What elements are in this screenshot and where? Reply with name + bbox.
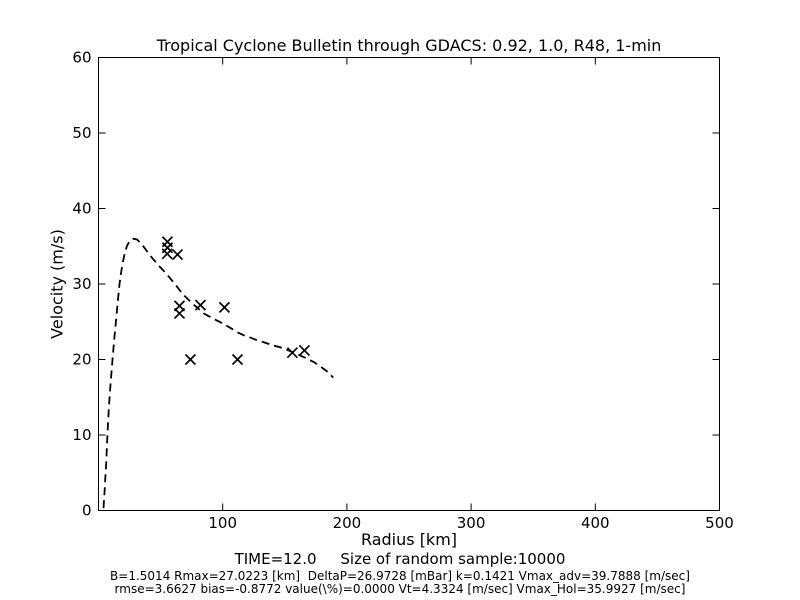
x-marker	[194, 299, 207, 311]
y-tick-label: 30	[72, 275, 91, 293]
y-tick-label: 20	[72, 351, 91, 369]
y-tick-label: 10	[72, 426, 91, 444]
x-tick-label: 500	[705, 514, 734, 532]
x-marker	[298, 344, 311, 357]
x-marker	[231, 353, 244, 366]
x-tick-label: 100	[208, 514, 237, 532]
x-marker	[161, 248, 173, 260]
x-marker	[173, 307, 186, 320]
y-tick-label: 0	[82, 502, 92, 520]
x-marker	[218, 301, 231, 314]
scatter-markers	[161, 236, 311, 366]
y-tick-label: 60	[72, 49, 91, 67]
x-tick-labels: 100 200 300 400 500	[208, 514, 733, 532]
holland-profile-curve	[102, 237, 334, 509]
x-marker	[171, 248, 184, 261]
y-tick-label: 50	[72, 124, 91, 142]
stats-line-2: rmse=3.6627 bias=-0.8772 value(\%)=0.000…	[114, 582, 686, 596]
x-axis-label: Radius [km]	[360, 530, 458, 549]
stats-line-1: B=1.5014 Rmax=27.0223 [km] DeltaP=26.972…	[110, 569, 690, 583]
x-marker	[184, 353, 197, 366]
x-tick-label: 300	[457, 514, 486, 532]
x-marker	[286, 347, 298, 359]
y-axis-label: Velocity (m/s)	[47, 229, 67, 339]
y-tick-labels: 0 10 20 30 40 50 60	[72, 49, 91, 520]
tick-marks	[98, 57, 720, 511]
chart-title: Tropical Cyclone Bulletin through GDACS:…	[156, 36, 662, 55]
x-tick-label: 200	[333, 514, 362, 532]
plot-border	[98, 57, 720, 511]
x-tick-label: 400	[581, 514, 610, 532]
time-caption: TIME=12.0 Size of random sample:10000	[234, 550, 566, 568]
y-tick-label: 40	[72, 200, 91, 218]
